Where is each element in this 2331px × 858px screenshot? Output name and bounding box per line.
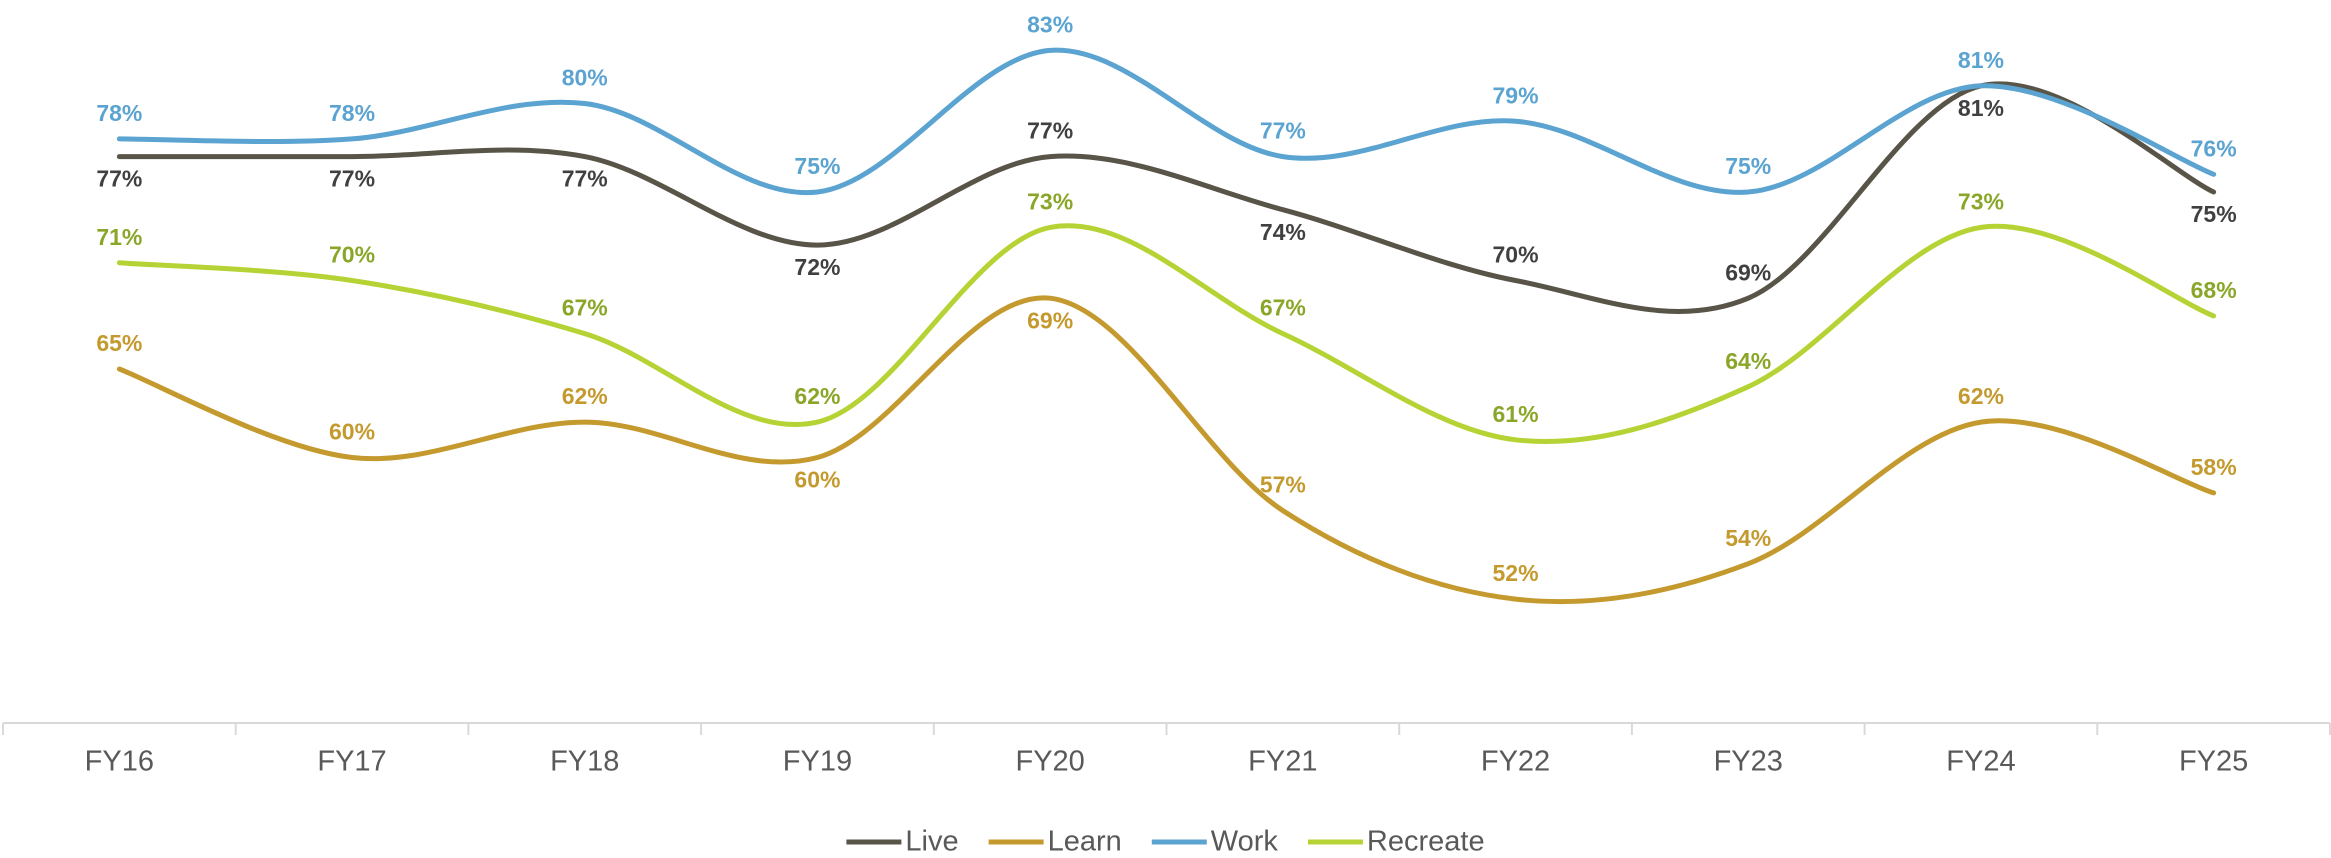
data-label: 75% — [1725, 153, 1771, 179]
data-label: 61% — [1493, 401, 1539, 427]
data-label: 58% — [2191, 454, 2237, 480]
data-label: 64% — [1725, 348, 1771, 374]
x-tick-label: FY23 — [1714, 746, 1783, 778]
x-tick-label: FY21 — [1248, 746, 1317, 778]
data-label: 65% — [96, 330, 142, 356]
series-line — [116, 223, 2217, 445]
data-label: 60% — [329, 419, 375, 445]
series-line — [116, 81, 2217, 314]
x-tick-label: FY16 — [85, 746, 154, 778]
data-label: 73% — [1958, 188, 2004, 214]
data-label: 62% — [562, 383, 608, 409]
data-label: 79% — [1493, 82, 1539, 108]
x-tick-label: FY19 — [783, 746, 852, 778]
data-label: 77% — [96, 166, 142, 192]
x-tick-label: FY18 — [550, 746, 619, 778]
data-label: 78% — [329, 100, 375, 126]
data-label: 76% — [2191, 135, 2237, 161]
x-tick-label: FY25 — [2179, 746, 2248, 778]
data-label: 77% — [1260, 118, 1306, 144]
data-label: 62% — [1958, 383, 2004, 409]
data-label: 80% — [562, 65, 608, 91]
data-label: 67% — [1260, 295, 1306, 321]
data-label: 52% — [1493, 560, 1539, 586]
data-label: 69% — [1027, 307, 1073, 333]
data-label: 60% — [794, 467, 840, 493]
data-label: 75% — [794, 153, 840, 179]
data-label: 68% — [2191, 277, 2237, 303]
data-label: 70% — [329, 242, 375, 268]
x-tick-label: FY24 — [1946, 746, 2015, 778]
data-label: 71% — [96, 224, 142, 250]
x-tick-label: FY22 — [1481, 746, 1550, 778]
data-label: 83% — [1027, 11, 1073, 37]
data-label: 57% — [1260, 472, 1306, 498]
series-line — [116, 47, 2217, 196]
data-label: 78% — [96, 100, 142, 126]
data-label: 69% — [1725, 259, 1771, 285]
legend-label: Recreate — [1367, 826, 1485, 858]
legend-label: Live — [905, 826, 958, 858]
data-label: 62% — [794, 383, 840, 409]
data-label: 77% — [329, 166, 375, 192]
data-label: 67% — [562, 295, 608, 321]
data-label: 72% — [794, 254, 840, 280]
data-label: 73% — [1027, 188, 1073, 214]
data-label: 77% — [562, 166, 608, 192]
legend-label: Work — [1211, 826, 1279, 858]
data-label: 74% — [1260, 219, 1306, 245]
x-tick-label: FY17 — [317, 746, 386, 778]
data-label: 81% — [1958, 47, 2004, 73]
data-label: 75% — [2191, 201, 2237, 227]
data-label: 77% — [1027, 118, 1073, 144]
data-label: 81% — [1958, 95, 2004, 121]
series-line — [116, 295, 2217, 605]
data-label: 70% — [1493, 242, 1539, 268]
data-label: 54% — [1725, 525, 1771, 551]
legend-label: Learn — [1048, 826, 1122, 858]
x-tick-label: FY20 — [1015, 746, 1084, 778]
